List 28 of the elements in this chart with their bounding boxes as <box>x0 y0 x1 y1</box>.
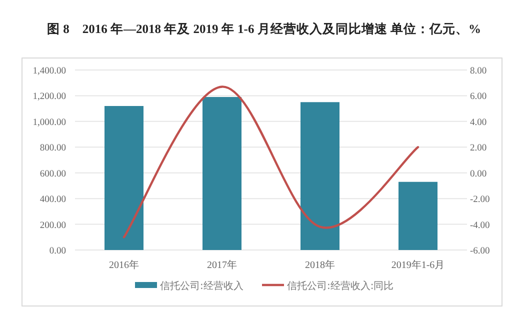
bar <box>104 106 144 250</box>
y-tick-label: 200.00 <box>40 220 66 231</box>
y2-tick-label: 2.00 <box>470 144 487 154</box>
y-tick-label: 1,400.00 <box>32 66 66 76</box>
y2-tick-label: 4.00 <box>470 118 487 128</box>
y2-tick-label: 6.00 <box>470 92 487 102</box>
x-tick-label: 2019年1-6月 <box>391 259 445 271</box>
bar <box>398 182 438 250</box>
x-tick-label: 2018年 <box>305 259 335 271</box>
y2-tick-label: 8.00 <box>470 66 487 76</box>
x-tick-label: 2017年 <box>207 259 237 271</box>
y2-tick-label: -4.00 <box>470 220 490 231</box>
y2-tick-label: 0.00 <box>470 169 487 180</box>
bar <box>202 97 242 250</box>
bar <box>300 102 340 250</box>
legend-label: 信托公司:经营收入 <box>160 280 244 292</box>
legend-label: 信托公司:经营收入:同比 <box>287 280 394 292</box>
chart-title: 图 8 2016 年—2018 年及 2019 年 1-6 月经营收入及同比增速 单位：亿元、% <box>47 21 481 36</box>
line-series <box>122 86 420 238</box>
y-tick-label: 400.00 <box>40 195 66 206</box>
y2-tick-label: -2.00 <box>470 195 490 206</box>
y2-tick-label: -6.00 <box>470 246 490 256</box>
y-tick-label: 1,200.00 <box>32 92 66 102</box>
x-tick-label: 2016年 <box>109 259 139 271</box>
y-tick-label: 0.00 <box>49 246 66 256</box>
y-tick-label: 600.00 <box>40 169 66 180</box>
y-tick-label: 800.00 <box>40 144 66 154</box>
y-tick-label: 1,000.00 <box>32 118 66 128</box>
